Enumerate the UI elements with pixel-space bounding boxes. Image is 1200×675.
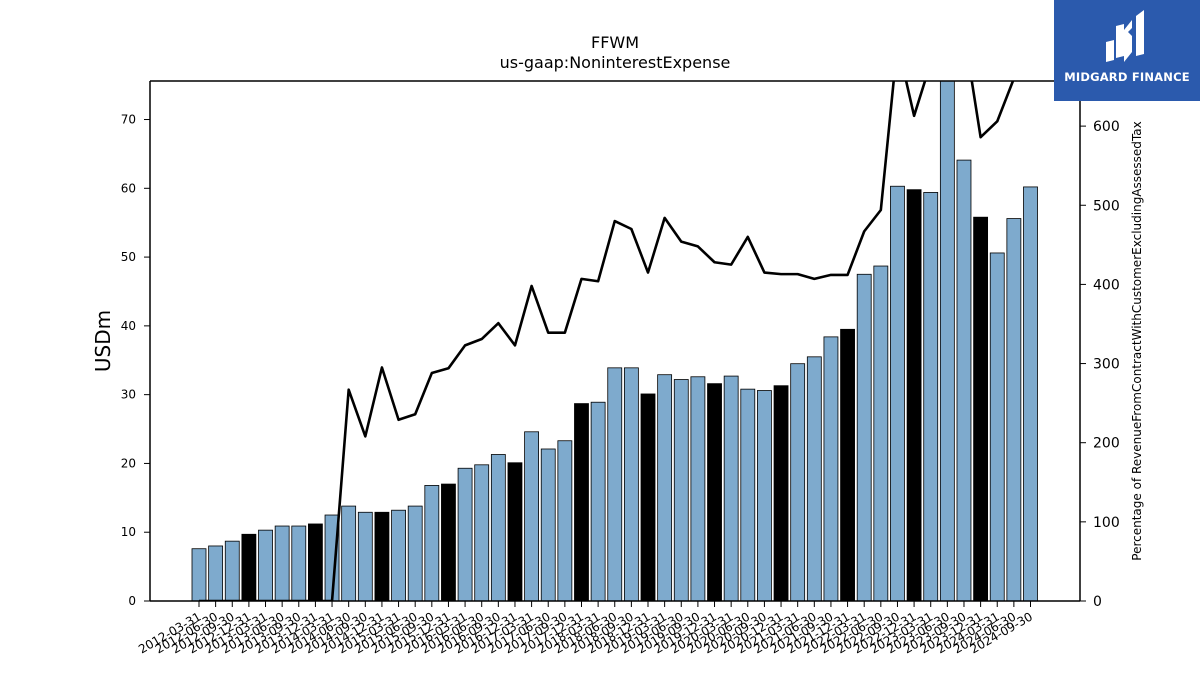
bar (224, 540, 240, 601)
bar (640, 393, 656, 601)
y-tick-label: 20 (121, 456, 136, 470)
bar (524, 431, 539, 601)
bar (657, 374, 673, 601)
y2-tick-label: 200 (1093, 436, 1120, 452)
bar (757, 390, 772, 601)
y2-tick-label: 300 (1093, 357, 1120, 373)
bar (258, 529, 273, 601)
bar (673, 379, 689, 601)
y2-tick-label: 500 (1093, 198, 1120, 214)
y2-tick-label: 0 (1093, 594, 1102, 610)
y2-axis-label: Percentage of RevenueFromContractWithCus… (1130, 121, 1144, 560)
bar (424, 485, 440, 601)
bar (441, 483, 456, 601)
bar (790, 363, 806, 601)
y-tick-label: 10 (121, 525, 136, 539)
line-layer (199, 81, 1015, 601)
brand-name: MIDGARD FINANCE (1064, 70, 1190, 84)
bar (740, 388, 756, 601)
y-axis-label: USDm (91, 310, 115, 372)
bar (840, 328, 855, 601)
bar (274, 525, 290, 601)
bar (241, 533, 257, 601)
bar (540, 448, 556, 601)
y-tick-label: 30 (121, 388, 136, 402)
bar (391, 509, 406, 601)
bar (707, 383, 722, 601)
y2-tick-label: 100 (1093, 515, 1120, 531)
bar (856, 273, 872, 601)
bar (374, 511, 390, 601)
y-tick-label: 40 (121, 319, 136, 333)
midgard-logo-icon (1106, 10, 1144, 62)
y-tick-label: 70 (121, 113, 136, 127)
bar (507, 462, 523, 601)
bar (308, 523, 323, 601)
bar (590, 401, 606, 601)
bar (191, 548, 207, 601)
chart-subtitle: us-gaap:NoninterestExpense (500, 53, 731, 72)
bar (607, 367, 623, 601)
bar (973, 216, 989, 601)
bar (208, 545, 224, 601)
bar (574, 403, 589, 601)
y-tick-label: 0 (128, 594, 136, 608)
bar (457, 467, 473, 601)
brand-logo: MIDGARD FINANCE (1054, 0, 1200, 101)
bar (939, 81, 955, 601)
y2-tick-label: 400 (1093, 277, 1120, 293)
bar (557, 440, 573, 601)
bar (773, 385, 789, 601)
bar (873, 265, 889, 601)
bar (341, 505, 357, 601)
bar (1006, 218, 1022, 601)
bar (956, 159, 972, 601)
bar (623, 367, 639, 601)
bar (357, 511, 373, 601)
chart-title: FFWM (591, 33, 639, 52)
bar (324, 514, 340, 601)
bar (923, 192, 939, 601)
bar (890, 185, 905, 601)
bar (690, 376, 706, 601)
bar (1023, 186, 1038, 601)
y2-tick-label: 600 (1093, 119, 1120, 135)
bar (723, 375, 739, 601)
bar (474, 464, 490, 601)
bar (806, 356, 822, 601)
y-tick-label: 60 (121, 181, 136, 195)
y-tick-label: 50 (121, 250, 136, 264)
bar (823, 336, 839, 601)
bar (989, 252, 1005, 601)
bar (407, 505, 423, 601)
bar (906, 189, 922, 601)
ratio-line (199, 81, 1015, 601)
bar (490, 454, 506, 601)
bars-layer (191, 81, 1038, 601)
bar (291, 525, 307, 601)
